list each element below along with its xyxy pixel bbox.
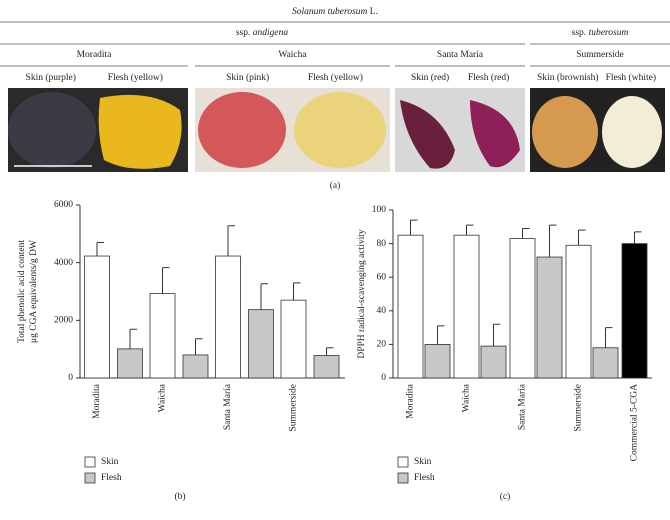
photo-skin bbox=[198, 92, 286, 168]
error-bar bbox=[493, 323, 501, 347]
photo-skin bbox=[532, 96, 598, 168]
figure-title: Solanum tuberosum L. bbox=[292, 7, 378, 17]
bar bbox=[480, 345, 507, 379]
bar bbox=[397, 234, 424, 379]
x-tick-label: Moradita bbox=[406, 383, 416, 419]
bar bbox=[453, 234, 480, 379]
y-tick-label: 40 bbox=[377, 306, 387, 316]
species: Solanum tuberosum bbox=[292, 7, 368, 17]
legend-label: Flesh bbox=[101, 473, 122, 483]
caption: (c) bbox=[500, 491, 511, 502]
error-bar bbox=[578, 229, 586, 246]
bar bbox=[149, 293, 176, 379]
bar bbox=[536, 256, 563, 379]
photo-label: Flesh (yellow) bbox=[108, 72, 163, 83]
x-tick-label: Santa María bbox=[518, 383, 528, 430]
error-bar bbox=[605, 327, 613, 348]
bar bbox=[182, 354, 209, 379]
legend-swatch bbox=[397, 456, 409, 468]
y-axis-label: DPPH radical-scavenging activity bbox=[357, 229, 367, 359]
y-tick-label: 60 bbox=[377, 272, 387, 282]
photo-flesh bbox=[602, 96, 662, 168]
photo-label: Skin (purple) bbox=[26, 72, 76, 83]
error-bar bbox=[549, 224, 557, 258]
variety-name: Santa María bbox=[437, 50, 484, 60]
bar bbox=[592, 347, 619, 379]
y-axis-label: μg CGA equivalents/g DW bbox=[29, 240, 39, 343]
x-tick-label: Waicha bbox=[158, 383, 168, 412]
authority: L. bbox=[370, 7, 378, 17]
bar bbox=[313, 355, 340, 379]
legend-swatch bbox=[397, 472, 409, 484]
variety-name: Summerside bbox=[576, 50, 624, 60]
error-bar bbox=[195, 338, 203, 355]
bar bbox=[509, 238, 536, 379]
error-bar bbox=[437, 325, 445, 345]
y-tick-label: 6000 bbox=[54, 200, 73, 210]
bar bbox=[621, 243, 648, 379]
error-bar bbox=[293, 282, 301, 301]
x-tick-label: Summerside bbox=[574, 384, 584, 432]
prefix: ssp. bbox=[572, 28, 587, 38]
caption: (a) bbox=[330, 180, 341, 191]
bar bbox=[248, 309, 274, 379]
photo-flesh bbox=[470, 100, 520, 168]
x-tick-label: Commercial 5-CGA bbox=[630, 384, 640, 461]
prefix: ssp. bbox=[236, 28, 251, 38]
y-tick-label: 2000 bbox=[54, 316, 73, 326]
photo-skin bbox=[8, 92, 96, 168]
subspecies-name: tuberosum bbox=[589, 28, 629, 38]
variety-name: Waicha bbox=[278, 50, 307, 60]
error-bar bbox=[522, 227, 530, 239]
y-tick-label: 0 bbox=[68, 373, 73, 383]
photo-label: Skin (brownish) bbox=[537, 72, 599, 83]
photo-label: Skin (pink) bbox=[226, 72, 269, 83]
y-tick-label: 100 bbox=[372, 205, 387, 215]
photo-skin bbox=[400, 100, 455, 169]
legend-swatch bbox=[84, 472, 96, 484]
legend-swatch bbox=[84, 456, 96, 468]
bar bbox=[215, 255, 241, 379]
error-bar bbox=[634, 231, 642, 244]
y-axis-label: Total phenolic acid content bbox=[17, 240, 27, 343]
x-tick-label: Moradita bbox=[92, 383, 102, 419]
photo-label: Flesh (white) bbox=[606, 72, 656, 83]
legend-label: Skin bbox=[101, 457, 119, 467]
photo-flesh bbox=[294, 92, 386, 168]
y-tick-label: 20 bbox=[377, 340, 387, 350]
error-bar bbox=[129, 328, 137, 349]
photo-label: Flesh (red) bbox=[468, 72, 509, 83]
error-bar bbox=[162, 267, 170, 294]
legend-label: Skin bbox=[414, 457, 432, 467]
bar bbox=[280, 299, 307, 379]
error-bar bbox=[96, 241, 104, 257]
bar bbox=[565, 244, 592, 379]
subspecies: ssp. tuberosum bbox=[572, 28, 629, 38]
photo-flesh bbox=[98, 94, 182, 169]
y-tick-label: 4000 bbox=[54, 258, 73, 268]
error-bar bbox=[466, 224, 474, 236]
photo-label: Skin (red) bbox=[411, 72, 449, 83]
x-tick-label: Waicha bbox=[462, 383, 472, 412]
error-bar bbox=[227, 225, 235, 257]
x-tick-label: Santa María bbox=[223, 383, 233, 430]
x-tick-label: Summerside bbox=[289, 384, 299, 432]
caption: (b) bbox=[174, 491, 185, 502]
legend-label: Flesh bbox=[414, 473, 435, 483]
photos bbox=[8, 88, 665, 172]
error-bar bbox=[260, 283, 268, 310]
variety-name: Moradita bbox=[77, 50, 113, 60]
subspecies-name: andigena bbox=[253, 28, 289, 38]
bar bbox=[424, 343, 451, 379]
subspecies: ssp. andigena bbox=[236, 28, 289, 38]
error-bar bbox=[410, 219, 418, 236]
y-tick-label: 0 bbox=[381, 373, 386, 383]
bar bbox=[117, 348, 143, 379]
photo-label: Flesh (yellow) bbox=[308, 72, 363, 83]
y-tick-label: 80 bbox=[377, 239, 387, 249]
error-bar bbox=[326, 347, 334, 356]
bar bbox=[84, 255, 110, 379]
